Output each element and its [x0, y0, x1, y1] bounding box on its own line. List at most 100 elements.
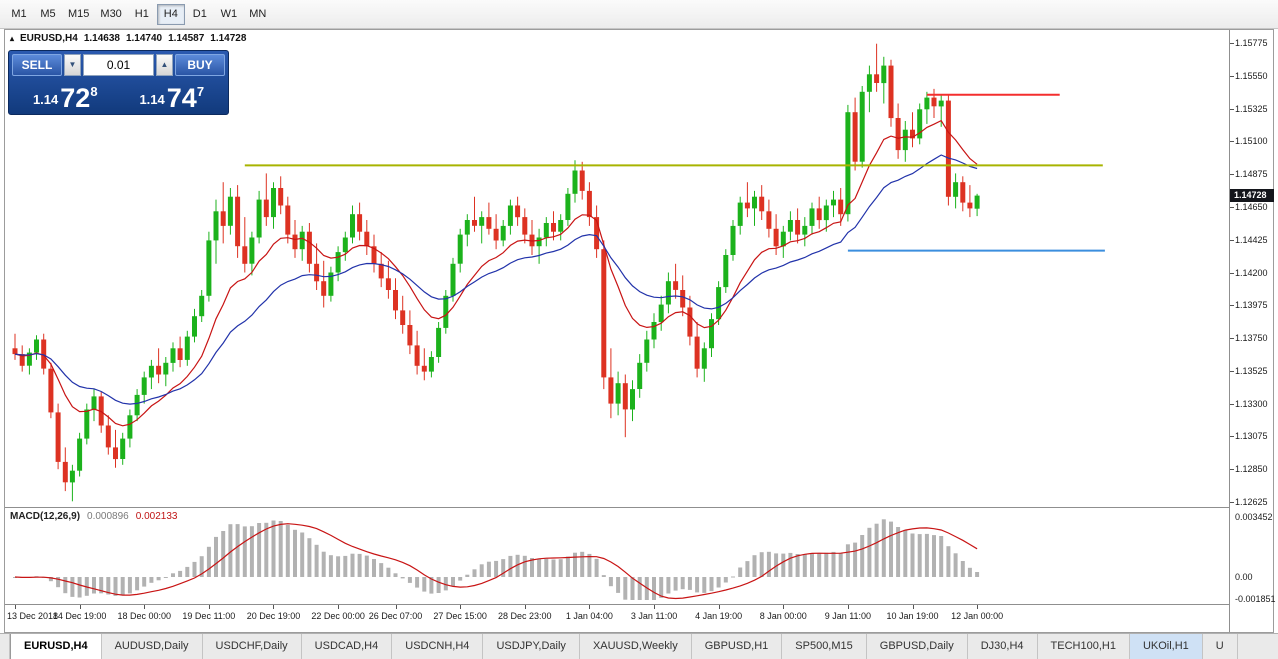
time-axis-label: 3 Jan 11:00: [630, 611, 678, 621]
ma-slow-line: [14, 154, 978, 405]
time-axis-tick: [15, 605, 16, 609]
macd-histogram: [13, 519, 980, 600]
time-axis-label: 19 Dec 11:00: [182, 611, 236, 621]
sell-price-prefix: 1.14: [32, 92, 59, 107]
price-axis-tick: [1230, 273, 1234, 274]
price-axis-label: 1.13975: [1235, 300, 1268, 311]
timeframe-button-d1[interactable]: D1: [186, 4, 214, 25]
timeframe-button-h1[interactable]: H1: [128, 4, 156, 25]
time-axis-tick: [460, 605, 461, 609]
timeframe-button-m5[interactable]: M5: [34, 4, 62, 25]
price-axis-label: 1.14200: [1235, 267, 1268, 278]
time-axis-tick: [144, 605, 145, 609]
timeframe-button-w1[interactable]: W1: [215, 4, 243, 25]
price-axis-label: 1.12625: [1235, 497, 1268, 507]
time-axis-label: 26 Dec 07:00: [368, 611, 423, 621]
tab-u[interactable]: U: [1203, 634, 1238, 659]
price-axis-label: 1.13525: [1235, 365, 1268, 376]
sell-button[interactable]: SELL: [12, 54, 62, 76]
timeframe-button-mn[interactable]: MN: [244, 4, 272, 25]
time-axis-label: 13 Dec 2018: [7, 611, 59, 621]
buy-price-prefix: 1.14: [139, 92, 165, 107]
macd-indicator-chart[interactable]: [5, 508, 1229, 604]
sell-price-pip: 8: [90, 84, 98, 99]
timeframe-button-m1[interactable]: M1: [5, 4, 33, 25]
time-axis-tick: [209, 605, 210, 609]
tab-usdcnh-h4[interactable]: USDCNH,H4: [392, 634, 484, 659]
macd-signal-value: 0.002133: [135, 511, 178, 522]
time-axis-label: 1 Jan 04:00: [565, 611, 613, 621]
ohlc-close: 1.14728: [210, 33, 247, 44]
buy-button[interactable]: BUY: [175, 54, 225, 76]
timeframe-button-h4[interactable]: H4: [156, 3, 185, 25]
pane-separator[interactable]: [5, 507, 1273, 508]
pane-separator: [5, 604, 1273, 605]
time-axis-tick: [913, 605, 914, 609]
tab-dj30-h4[interactable]: DJ30,H4: [968, 634, 1038, 659]
volume-decrease-button[interactable]: ▼: [64, 54, 81, 76]
tab-audusd-daily[interactable]: AUDUSD,Daily: [102, 634, 203, 659]
price-axis-tick: [1230, 371, 1234, 372]
time-axis[interactable]: 13 Dec 2018 14 Dec 19:00 18 Dec 00:00 19 De…: [5, 605, 1229, 632]
tab-tech100-h1[interactable]: TECH100,H1: [1038, 634, 1130, 659]
price-axis-tick: [1230, 141, 1234, 142]
current-price-badge: 1.14728: [1230, 188, 1274, 202]
tab-gbpusd-daily[interactable]: GBPUSD,Daily: [867, 634, 968, 659]
price-axis-tick: [1230, 404, 1234, 405]
time-axis-tick: [396, 605, 397, 609]
candlestick-chart[interactable]: [5, 30, 1229, 507]
chart-title: ▴ EURUSD,H4 1.14638 1.14740 1.14587 1.14…: [10, 33, 246, 44]
tab-ukoil-h1[interactable]: UKOil,H1: [1129, 634, 1203, 659]
time-axis-label: 9 Jan 11:00: [824, 611, 872, 621]
price-axis-tick: [1230, 240, 1234, 241]
time-axis-label: 8 Jan 00:00: [759, 611, 807, 621]
time-axis-label: 12 Jan 00:00: [951, 611, 1004, 621]
tab-usdchf-daily[interactable]: USDCHF,Daily: [203, 634, 302, 659]
tab-stub: [0, 634, 10, 659]
price-axis-label: 1.12850: [1235, 464, 1268, 475]
price-axis-label: 1.13300: [1235, 398, 1268, 409]
macd-axis-label: 0.00: [1235, 572, 1253, 582]
tab-eurusd-h4[interactable]: EURUSD,H4: [10, 634, 102, 659]
buy-price-big: 74: [166, 83, 197, 114]
time-axis-label: 20 Dec 19:00: [246, 611, 301, 621]
volume-increase-button[interactable]: ▲: [156, 54, 173, 76]
time-axis-label: 28 Dec 23:00: [497, 611, 552, 621]
ma-fast-line: [14, 119, 978, 427]
macd-header: MACD(12,26,9) 0.000896 0.002133: [10, 511, 177, 522]
tab-gbpusd-h1[interactable]: GBPUSD,H1: [692, 634, 783, 659]
time-axis-label: 27 Dec 15:00: [433, 611, 487, 621]
price-axis-tick: [1230, 174, 1234, 175]
price-axis-tick: [1230, 469, 1234, 470]
macd-axis-label: 0.003452: [1235, 512, 1273, 522]
time-axis-tick: [273, 605, 274, 609]
tab-xauusd-weekly[interactable]: XAUUSD,Weekly: [580, 634, 692, 659]
chart-marker-icon: ▴: [10, 33, 15, 43]
one-click-trading-panel: SELL ▼ ▲ BUY 1.14 72 8 1.14 74 7: [8, 50, 229, 115]
tab-usdcad-h4[interactable]: USDCAD,H4: [302, 634, 393, 659]
price-axis-tick: [1230, 109, 1234, 110]
time-axis-label: 4 Jan 19:00: [695, 611, 743, 621]
timeframe-button-m30[interactable]: M30: [95, 4, 126, 25]
price-axis-label: 1.14650: [1235, 201, 1268, 212]
time-axis-tick: [338, 605, 339, 609]
price-axis-tick: [1230, 305, 1234, 306]
time-axis-label: 22 Dec 00:00: [311, 611, 365, 621]
time-axis-tick: [719, 605, 720, 609]
macd-main-value: 0.000896: [87, 511, 129, 522]
tab-usdjpy-daily[interactable]: USDJPY,Daily: [483, 634, 580, 659]
price-axis-label: 1.14425: [1235, 234, 1268, 245]
price-axis-label: 1.15775: [1235, 38, 1268, 48]
price-axis-label: 1.14875: [1235, 169, 1268, 180]
price-axis[interactable]: 1.14728 1.15775 1.15550 1.15325 1.15100 1.14…: [1229, 30, 1276, 632]
volume-input[interactable]: [83, 54, 154, 76]
macd-signal-line: [14, 523, 978, 600]
ohlc-low: 1.14587: [168, 33, 205, 44]
timeframe-button-m15[interactable]: M15: [63, 4, 94, 25]
tab-sp500-m15[interactable]: SP500,M15: [782, 634, 867, 659]
sell-price-display: 1.14 72 8: [12, 78, 119, 112]
time-axis-tick: [589, 605, 590, 609]
time-axis-label: 18 Dec 00:00: [117, 611, 172, 621]
symbol-period-label: EURUSD,H4: [20, 33, 78, 44]
chart-window[interactable]: ▴ EURUSD,H4 1.14638 1.14740 1.14587 1.14…: [4, 29, 1276, 633]
